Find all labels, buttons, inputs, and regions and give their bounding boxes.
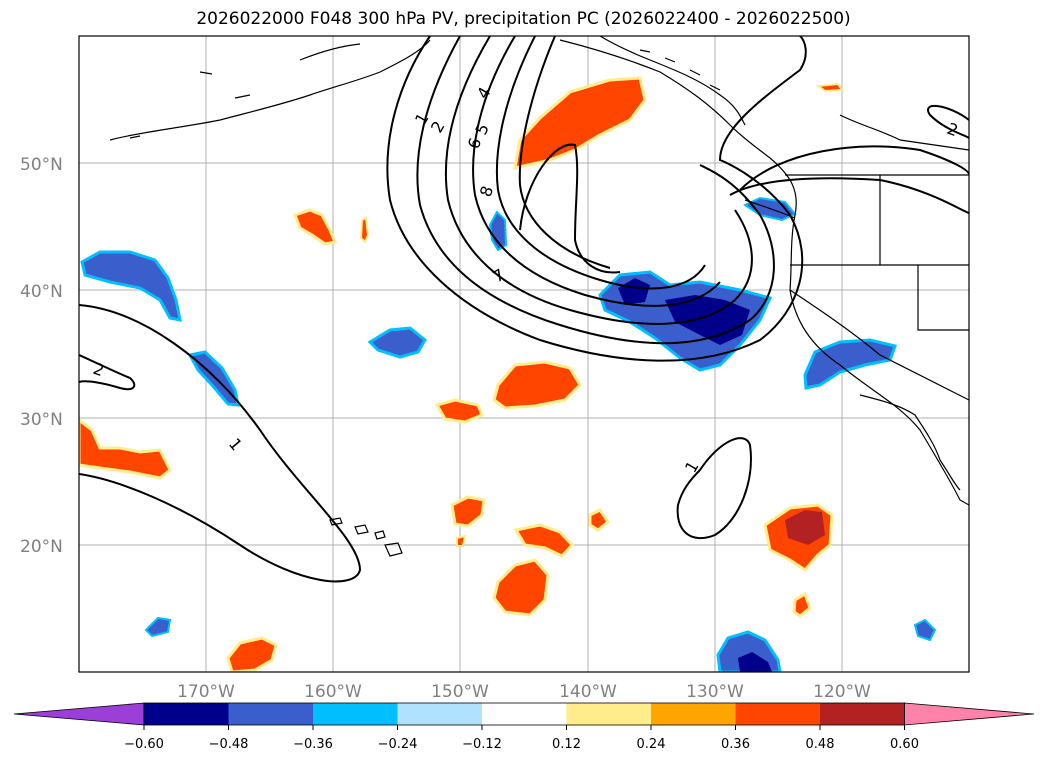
colorbar-label-5: 0.12 (552, 737, 581, 752)
anomaly-pos-south (492, 558, 550, 617)
colorbar-segment-0 (13, 702, 145, 726)
anomaly-pos-baja-core (785, 510, 825, 545)
colorbar-label-9: 0.60 (890, 737, 919, 752)
anomaly-pos-hawaii-north (450, 495, 486, 528)
lon-label-170: 170°W (177, 682, 235, 702)
pv-contour-5 (472, 36, 721, 307)
anomaly-pos-central (492, 360, 582, 410)
coastline-bc (769, 157, 969, 506)
pv-contour-east-inner (729, 177, 969, 214)
colorbar-label-2: −0.36 (293, 737, 333, 752)
colorbar-label-6: 0.24 (637, 737, 666, 752)
anomaly-pos-hawaii-east (513, 523, 575, 558)
colorbar-ticks (143, 725, 905, 730)
colorbar-segment-5 (482, 703, 567, 725)
colorbar-segment-8 (735, 703, 820, 725)
pv-contour-1-main (386, 36, 807, 362)
colorbar-label-7: 0.36 (721, 737, 750, 752)
colorbar-segment-9 (820, 703, 905, 725)
border-states-2 (879, 175, 969, 331)
colorbar-label-1: −0.48 (209, 737, 249, 752)
anomaly-pos-bc (815, 82, 844, 93)
colorbar-label-8: 0.48 (806, 737, 835, 752)
pv-contour-2-main (416, 36, 775, 345)
colorbar-segment-10 (904, 702, 1035, 726)
lon-tick-labels: 170°W 160°W 150°W 140°W 130°W 120°W (177, 682, 871, 702)
lat-label-40: 40°N (20, 282, 63, 302)
coastline-aleutian (129, 71, 251, 139)
colorbar-segment-3 (313, 703, 398, 725)
map-frame (78, 35, 970, 673)
coastline-baja (859, 394, 961, 491)
positive-anomalies (79, 76, 844, 672)
pv-contour-1-west-trough (79, 304, 362, 583)
pv-contour-2-west (79, 354, 136, 391)
pv-contour-8 (518, 36, 611, 269)
pv-contour-2-east (927, 104, 969, 139)
coastline-alaska (109, 39, 431, 141)
coastline-alaska-islands (639, 49, 721, 91)
anomaly-neg-small-1 (488, 210, 508, 252)
anomaly-pos-tiny-1 (456, 534, 467, 547)
colorbar-segment-4 (397, 703, 482, 725)
anomaly-neg-mid-1 (367, 326, 427, 359)
lon-label-140: 140°W (559, 682, 617, 702)
coastline-alaska-south (559, 39, 771, 159)
anomaly-pos-small-south (588, 508, 611, 532)
coastline-vancouver-island (744, 199, 796, 219)
coastline-hawaii-1 (329, 517, 343, 526)
coastline-hawaii-4 (384, 542, 403, 557)
anomaly-neg-far-west (80, 250, 182, 322)
lon-label-160: 160°W (304, 682, 362, 702)
lat-label-20: 20°N (20, 537, 63, 557)
pv-contour-1-east-loop (739, 145, 969, 191)
coastline-hawaii-2 (354, 524, 369, 535)
pv-contour-inner (519, 143, 621, 274)
coastline-alaska-panhandle (599, 36, 746, 126)
anomaly-neg-south-1-core (738, 652, 772, 672)
coastlines (109, 36, 969, 557)
lon-label-130: 130°W (686, 682, 744, 702)
anomaly-pos-small-central (434, 398, 484, 424)
colorbar-segment-2 (228, 703, 313, 725)
anomaly-neg-se-small (913, 618, 937, 642)
anomaly-pos-west-small (293, 208, 338, 246)
anomaly-pos-sliver (359, 216, 370, 244)
border-states-3 (789, 289, 969, 401)
colorbar: −0.60 −0.48 −0.36 −0.24 −0.12 0.12 0.24 … (13, 702, 1035, 752)
border-canada-interior (839, 114, 969, 151)
pv-contour-4 (444, 36, 753, 325)
anomaly-neg-main-core-2 (665, 295, 750, 345)
pv-contour-1-south-loop (676, 437, 752, 540)
pv-contour-6 (495, 36, 706, 290)
anomaly-pos-far-west (79, 418, 172, 480)
colorbar-label-4: −0.12 (462, 737, 502, 752)
anomaly-pos-gulf-alaska (513, 76, 647, 170)
colorbar-segment-7 (651, 703, 736, 725)
pv-contours (79, 36, 969, 583)
colorbar-label-0: −0.60 (124, 737, 164, 752)
lon-label-150: 150°W (431, 682, 489, 702)
colorbar-segment-6 (566, 703, 651, 725)
lat-label-50: 50°N (20, 155, 63, 175)
colorbar-segment-1 (144, 703, 229, 725)
anomaly-neg-main-core-1 (618, 278, 650, 305)
lat-label-30: 30°N (20, 410, 63, 430)
coastline-hawaii-3 (374, 530, 386, 540)
map-content: 1 2 4 5 6 8 7 1 2 1 2 (79, 36, 969, 672)
lat-tick-labels: 50°N 40°N 30°N 20°N (20, 155, 63, 557)
anomaly-neg-southwest-small (144, 616, 172, 638)
colorbar-frame (143, 702, 905, 726)
lon-label-120: 120°W (813, 682, 871, 702)
anomaly-pos-small-baja (792, 591, 812, 618)
map-title: 2026022000 F048 300 hPa PV, precipitatio… (196, 9, 851, 29)
colorbar-label-3: −0.24 (378, 737, 418, 752)
